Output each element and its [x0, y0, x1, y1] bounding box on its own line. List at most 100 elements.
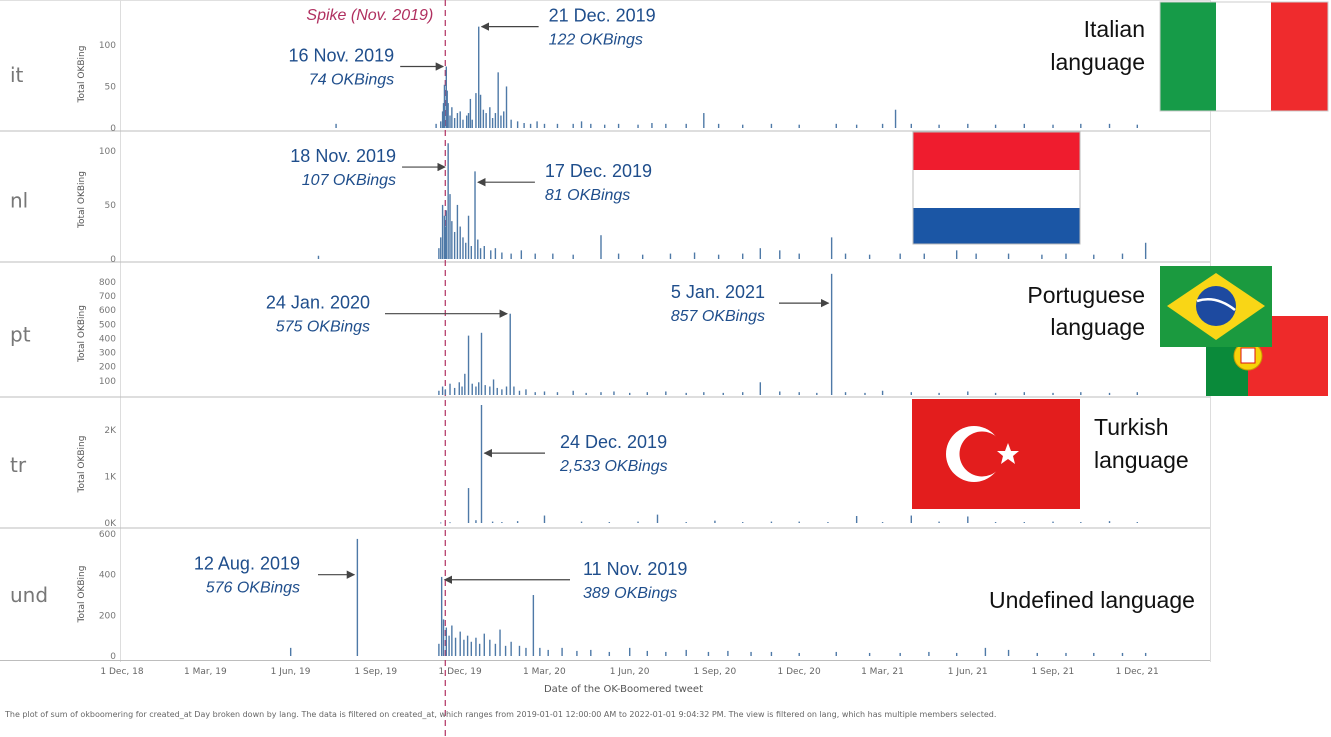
data-bar — [475, 93, 477, 128]
y-tick-label: 200 — [99, 363, 116, 373]
data-bar — [1007, 253, 1010, 259]
y-tick-label: 100 — [99, 147, 116, 157]
data-bar — [449, 194, 451, 259]
data-bar — [438, 390, 440, 395]
data-bar — [955, 652, 958, 656]
data-bar — [335, 123, 337, 128]
annotation-date: 16 Nov. 2019 — [288, 46, 394, 66]
annotation-date: 24 Jan. 2020 — [266, 293, 370, 313]
data-bar — [938, 392, 940, 395]
turkey-flag-crescent-inner — [959, 431, 1005, 477]
data-bar — [646, 650, 649, 656]
data-bar — [496, 387, 498, 395]
data-bar — [770, 651, 773, 656]
language-label-tr: language — [1094, 447, 1189, 473]
data-bar — [516, 121, 519, 128]
data-bar — [520, 250, 523, 259]
data-bar — [441, 204, 444, 259]
y-tick-label: 0K — [104, 519, 117, 529]
turkey-flag — [912, 399, 1080, 509]
data-bar — [440, 237, 442, 259]
data-bar — [478, 382, 480, 395]
data-bar — [501, 389, 503, 395]
data-bar — [665, 123, 667, 128]
italy-flag-border — [1159, 1, 1329, 112]
data-bar — [494, 643, 497, 656]
data-bar — [641, 254, 644, 259]
data-bar — [453, 387, 456, 395]
data-bar — [458, 382, 460, 395]
data-bar — [1144, 652, 1147, 656]
lang-code: und — [10, 583, 48, 607]
netherlands-flag — [912, 131, 1081, 245]
data-bar — [539, 647, 541, 656]
annotation-date: 11 Nov. 2019 — [583, 559, 687, 579]
y-tick-label: 50 — [105, 82, 117, 92]
data-bar — [703, 113, 705, 128]
y-tick-label: 1K — [104, 472, 117, 482]
data-bar — [994, 392, 997, 395]
y-tick-label: 2K — [104, 426, 117, 436]
lang-code: tr — [10, 453, 27, 477]
data-bar — [461, 386, 463, 395]
data-bar — [447, 143, 449, 259]
y-tick-label: 0 — [110, 124, 116, 134]
data-bar — [1052, 392, 1054, 395]
data-bar — [499, 629, 501, 656]
data-bar — [482, 109, 485, 128]
data-bar — [1080, 392, 1082, 395]
data-bar — [478, 26, 480, 128]
language-label-it: language — [1050, 49, 1145, 75]
data-bar — [543, 515, 546, 523]
annotation-count: 74 OKBings — [309, 72, 394, 89]
data-bar — [289, 647, 292, 656]
data-bar — [1080, 522, 1082, 523]
data-bar — [547, 649, 549, 656]
data-bar — [534, 253, 536, 259]
data-bar — [894, 109, 897, 128]
annotation-count: 389 OKBings — [583, 585, 677, 602]
data-bar — [317, 255, 320, 259]
data-bar — [451, 221, 453, 259]
data-bar — [759, 248, 762, 259]
y-tick-label: 800 — [99, 278, 116, 288]
data-bar — [1093, 652, 1095, 656]
italy-flag-green — [1160, 2, 1217, 111]
data-bar — [1108, 521, 1111, 523]
x-tick-label: 1 Dec, 21 — [1116, 667, 1159, 677]
data-bar — [459, 631, 461, 656]
data-bar — [938, 521, 940, 523]
data-bar — [529, 123, 532, 128]
data-bar — [489, 639, 491, 656]
netherlands-flag-border — [912, 131, 1081, 245]
data-bar — [449, 115, 451, 128]
chart-caption: The plot of sum of okboomering for creat… — [5, 710, 997, 719]
data-bar — [967, 391, 969, 395]
data-bar — [603, 124, 606, 128]
data-bar — [835, 123, 837, 128]
data-bar — [1121, 253, 1124, 259]
x-axis-title: Date of the OK-Boomered tweet — [544, 684, 703, 695]
data-bar — [467, 488, 470, 523]
data-bar — [444, 389, 447, 395]
data-bar — [497, 72, 499, 128]
panel-nl: nl Total OKBing 0 50 100 18 Nov. 2019 107 OKBi… — [10, 143, 1147, 265]
data-bar — [441, 386, 444, 395]
data-bar — [665, 391, 667, 395]
annotation-date: 18 Nov. 2019 — [290, 146, 396, 166]
data-bar — [444, 226, 447, 259]
data-bar — [518, 390, 521, 395]
data-bar — [453, 231, 456, 259]
data-bar — [494, 113, 497, 128]
data-bar — [556, 392, 559, 395]
data-bar — [445, 210, 448, 259]
y-tick-label: 600 — [99, 306, 116, 316]
data-bar — [703, 392, 705, 395]
data-bar — [665, 651, 667, 656]
x-tick-label: 1 Mar, 19 — [184, 667, 227, 677]
data-bar — [536, 121, 538, 128]
data-bar — [480, 332, 483, 395]
data-bar — [475, 637, 477, 656]
panel-pt: pt Total OKBing 100 200 300 400 500 600 700 800 24… — [10, 273, 1139, 395]
data-bar — [585, 392, 587, 395]
